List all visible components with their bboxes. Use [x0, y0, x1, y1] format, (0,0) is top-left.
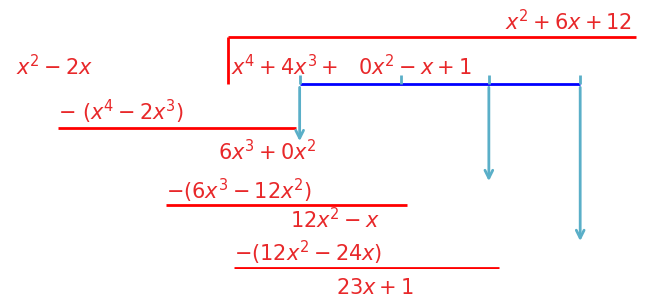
Text: $23x + 1$: $23x + 1$	[336, 278, 413, 298]
Text: $x^2 + 6x + 12$: $x^2 + 6x + 12$	[505, 9, 632, 34]
Text: $- (12x^2 - 24x)$: $- (12x^2 - 24x)$	[234, 239, 383, 267]
Text: $6x^3 + 0x^2$: $6x^3 + 0x^2$	[218, 139, 316, 164]
Text: $x^2 - 2x$: $x^2 - 2x$	[16, 54, 93, 79]
Text: $0x^2 - x + 1$: $0x^2 - x + 1$	[359, 54, 472, 79]
Text: $- \ (x^4 - 2x^3)$: $- \ (x^4 - 2x^3)$	[59, 98, 184, 126]
Text: $12x^2 - x$: $12x^2 - x$	[290, 207, 380, 232]
Text: $x^4 + 4x^3 +$: $x^4 + 4x^3 +$	[231, 54, 338, 79]
Text: $- (6x^3 - 12x^2)$: $- (6x^3 - 12x^2)$	[166, 176, 312, 205]
